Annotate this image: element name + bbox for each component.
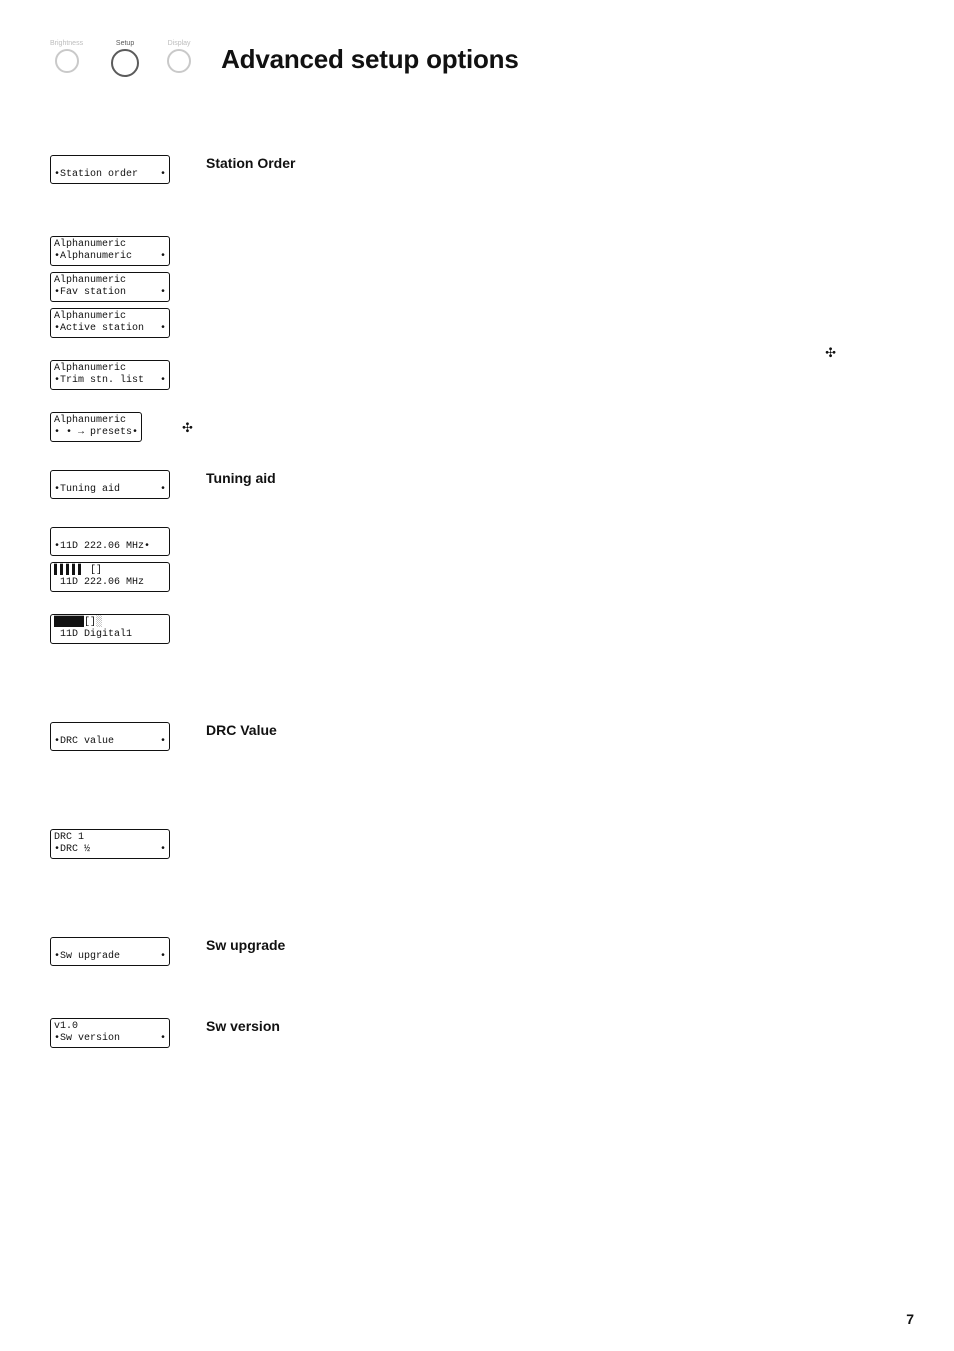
dial-label: Setup: [116, 40, 134, 47]
lcd-option: DRC 1 •DRC ½•: [50, 829, 170, 859]
station-order-entry-row: •Station order • Station Order: [50, 155, 904, 184]
sw-upgrade-entry-row: •Sw upgrade• Sw upgrade: [50, 937, 904, 966]
station-order-heading: Station Order: [206, 155, 295, 171]
lcd-option: •11D 222.06 MHz•: [50, 527, 170, 556]
drc-options: DRC 1 •DRC ½•: [50, 829, 170, 859]
dial-label: Display: [168, 40, 191, 47]
dial-display: Display: [167, 40, 191, 77]
station-order-options: Alphanumeric •Alphanumeric• Alphanumeric…: [50, 236, 170, 442]
lcd-option: ▌▌▌▌▌ [] 11D 222.06 MHz: [50, 562, 170, 592]
drc-heading: DRC Value: [206, 722, 277, 738]
dial-brightness: Brightness: [50, 40, 83, 77]
sw-version-heading: Sw version: [206, 1018, 280, 1034]
sw-version-entry-row: v1.0 •Sw version• Sw version: [50, 1018, 904, 1048]
dial-label: Brightness: [50, 40, 83, 47]
drc-entry-row: •DRC value• DRC Value: [50, 722, 904, 751]
lcd-line2-left: •Station order: [54, 169, 138, 181]
page-number: 7: [906, 1311, 914, 1327]
dial-circle-icon: [111, 49, 139, 77]
dial-circle-icon: [55, 49, 79, 73]
page-title: Advanced setup options: [221, 44, 519, 75]
lcd-sw-upgrade: •Sw upgrade•: [50, 937, 170, 966]
lcd-option: Alphanumeric •Trim stn. list•: [50, 360, 170, 390]
lcd-option: Alphanumeric • • → presets•: [50, 412, 142, 442]
dial-circle-icon: [167, 49, 191, 73]
tuning-aid-entry-row: •Tuning aid• Tuning aid: [50, 470, 904, 499]
lcd-option: Alphanumeric •Alphanumeric•: [50, 236, 170, 266]
lcd-line2-right: •: [160, 169, 166, 181]
grip-icon: ✣: [182, 420, 193, 436]
sw-upgrade-heading: Sw upgrade: [206, 937, 285, 953]
dial-setup: Setup: [111, 40, 139, 77]
tuning-aid-heading: Tuning aid: [206, 470, 276, 486]
lcd-drc-value: •DRC value•: [50, 722, 170, 751]
lcd-tuning-aid: •Tuning aid•: [50, 470, 170, 499]
lcd-sw-version: v1.0 •Sw version•: [50, 1018, 170, 1048]
page-header: Brightness Setup Display Advanced setup …: [50, 40, 904, 77]
lcd-station-order: •Station order •: [50, 155, 170, 184]
dial-row: Brightness Setup Display: [50, 40, 191, 77]
lcd-option: Alphanumeric •Active station•: [50, 308, 170, 338]
lcd-option: Alphanumeric •Fav station•: [50, 272, 170, 302]
lcd-option: █████[]░ 11D Digital1: [50, 614, 170, 644]
tuning-aid-options: •11D 222.06 MHz• ▌▌▌▌▌ [] 11D 222.06 MHz…: [50, 527, 170, 644]
grip-icon: ✣: [825, 345, 836, 361]
